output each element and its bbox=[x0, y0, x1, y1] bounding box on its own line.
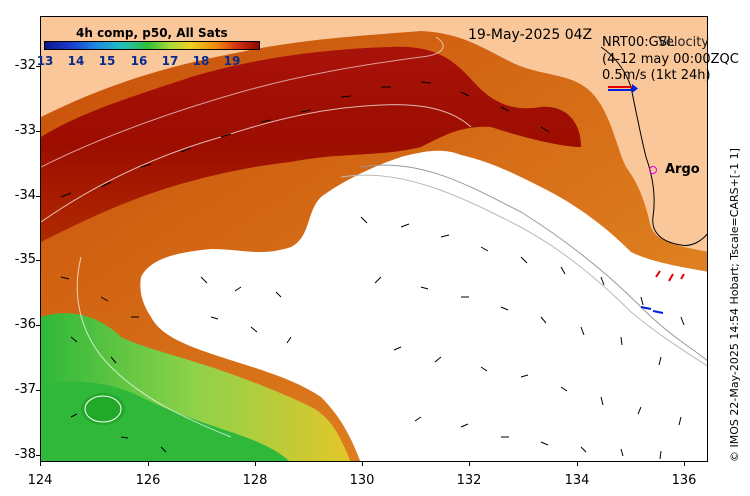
colorbar-tick: 19 bbox=[223, 54, 241, 68]
lat-tick-mark bbox=[36, 455, 40, 456]
lon-tick-label: 134 bbox=[564, 473, 590, 488]
lat-tick-mark bbox=[36, 131, 40, 132]
lat-tick-label: -36 bbox=[14, 317, 36, 332]
velocity-arrows bbox=[60, 81, 685, 460]
lon-tick-label: 124 bbox=[27, 473, 53, 488]
coastline-contour bbox=[41, 104, 472, 223]
lon-tick-mark bbox=[40, 462, 41, 466]
argo-float-marker[interactable] bbox=[649, 166, 657, 174]
colorbar-tick: 14 bbox=[67, 54, 85, 68]
sst-map[interactable] bbox=[40, 16, 708, 462]
lat-tick-mark bbox=[36, 390, 40, 391]
argo-label: Argo bbox=[665, 162, 700, 177]
map-date: 19-May-2025 04Z bbox=[468, 27, 593, 43]
lat-tick-mark bbox=[36, 325, 40, 326]
colorbar-title: 4h comp, p50, All Sats bbox=[76, 26, 228, 40]
colorbar-tick: 15 bbox=[98, 54, 116, 68]
lat-tick-label: -35 bbox=[14, 252, 36, 267]
lon-tick-label: 132 bbox=[456, 473, 482, 488]
lon-tick-label: 130 bbox=[349, 473, 375, 488]
overlay-velocity-label: Velocity bbox=[658, 35, 709, 50]
lon-tick-mark bbox=[684, 462, 685, 466]
lon-tick-mark bbox=[255, 462, 256, 466]
sst-map-graphic bbox=[41, 31, 707, 461]
lon-tick-mark bbox=[362, 462, 363, 466]
lon-tick-label: 128 bbox=[242, 473, 268, 488]
no-data-region bbox=[140, 150, 707, 461]
colorbar-tick: 16 bbox=[130, 54, 148, 68]
lat-tick-mark bbox=[36, 196, 40, 197]
ocean-warm-core bbox=[41, 46, 581, 242]
lon-tick-mark bbox=[469, 462, 470, 466]
lat-tick-label: -33 bbox=[14, 123, 36, 138]
lat-tick-mark bbox=[36, 66, 40, 67]
lat-tick-mark bbox=[36, 260, 40, 261]
colorbar-tick: 18 bbox=[192, 54, 210, 68]
credit-text: © IMOS 22-May-2025 14:54 Hobart; Tscale=… bbox=[728, 148, 741, 462]
overlay-source-label: NRT00:GSL bbox=[602, 35, 675, 50]
colorbar-tick: 13 bbox=[36, 54, 54, 68]
overlay-date-range: (4-12 may 00:00ZQC bbox=[602, 52, 739, 67]
colorbar-tick: 17 bbox=[161, 54, 179, 68]
lon-tick-label: 126 bbox=[135, 473, 161, 488]
lon-tick-mark bbox=[148, 462, 149, 466]
lon-tick-mark bbox=[577, 462, 578, 466]
scale-arrow-icon bbox=[608, 84, 638, 93]
lat-tick-label: -32 bbox=[14, 58, 36, 73]
lon-tick-label: 136 bbox=[671, 473, 697, 488]
lat-tick-label: -37 bbox=[14, 382, 36, 397]
colorbar bbox=[44, 41, 260, 50]
lat-tick-label: -38 bbox=[14, 447, 36, 462]
coastline-sa bbox=[600, 46, 707, 246]
lat-tick-label: -34 bbox=[14, 188, 36, 203]
overlay-scale-label: 0.5m/s (1kt 24h) bbox=[602, 68, 711, 83]
